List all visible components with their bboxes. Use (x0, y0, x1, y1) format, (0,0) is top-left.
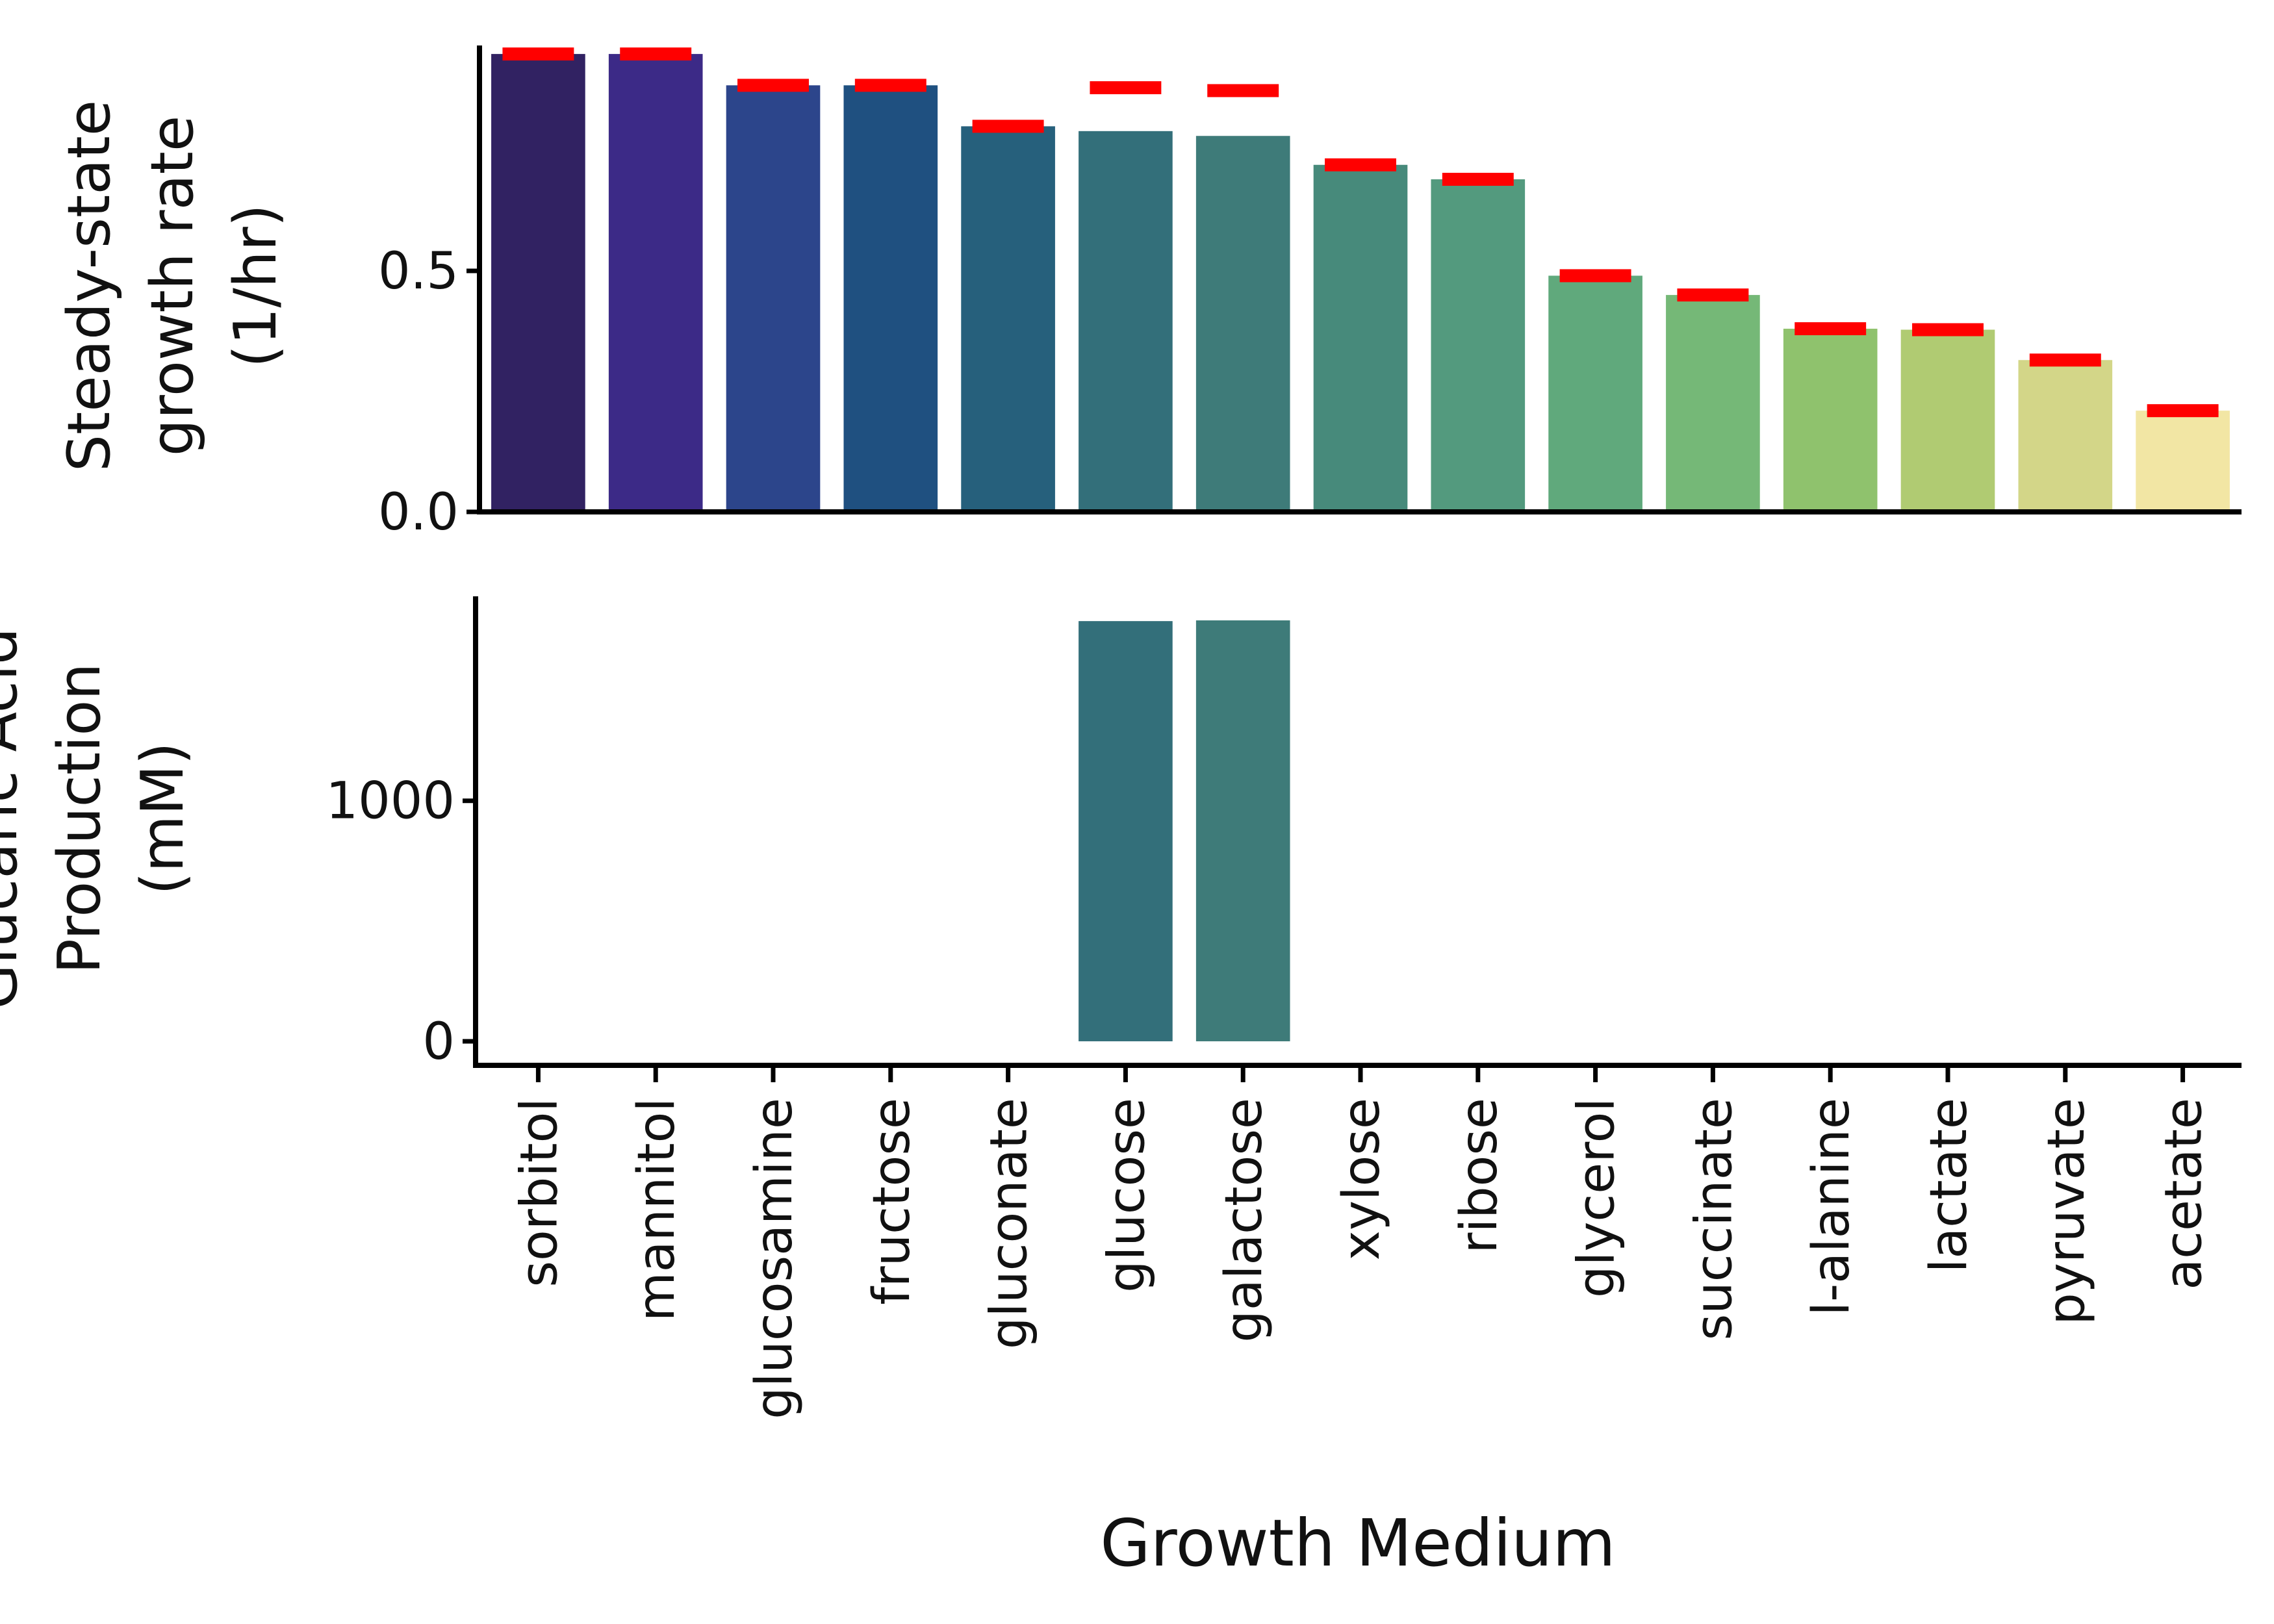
growth-rate-bar-succinate (1666, 295, 1760, 512)
growth-rate-bar-ribose (1431, 179, 1526, 512)
x-axis: sorbitol mannitol glucosamine fructose gluco… (510, 1068, 2214, 1419)
growth-rate-marker-lactate (1912, 323, 1984, 336)
glucaric-acid-y-axis-label: Glucaric Acid (0, 628, 31, 1009)
x-tick-label-gluconate: gluconate (980, 1098, 1039, 1349)
growth-rate-marker-glucose (1090, 81, 1162, 95)
growth-rate-marker-gluconate (972, 120, 1044, 133)
growth-rate-marker-mannitol (620, 47, 692, 61)
growth-rate-bar-acetate (2136, 411, 2230, 512)
growth-rate-bar-sorbitol (491, 54, 585, 513)
glucaric-acid-y-axis-label: (mM) (129, 742, 197, 895)
growth-rate-marker-acetate (2147, 404, 2219, 418)
x-tick-label-pyruvate: pyruvate (2038, 1098, 2096, 1325)
growth-rate-bar-gluconate (961, 126, 1055, 512)
growth-rate-y-axis-label: Steady-state (55, 100, 123, 472)
x-tick-label-galactose: galactose (1215, 1098, 1273, 1343)
x-tick-label-ribose: ribose (1450, 1098, 1509, 1254)
growth-rate-marker-fructose (854, 79, 926, 92)
x-tick-label-lactate: lactate (1920, 1098, 1978, 1273)
growth-rate-bar-xylose (1313, 164, 1408, 512)
growth-rate-marker-l-alanine (1795, 322, 1867, 336)
glucaric-acid-y-tick-label: 0 (422, 1013, 455, 1071)
growth-rate-y-axis-label: (1/hr) (222, 204, 290, 368)
x-tick-label-fructose: fructose (863, 1098, 921, 1305)
growth-rate-marker-xylose (1325, 158, 1396, 171)
glucaric-acid-bar-galactose (1195, 620, 1290, 1041)
growth-rate-bar-glucosamine (726, 85, 821, 512)
growth-rate-bar-lactate (1900, 329, 1995, 512)
x-tick-label-xylose: xylose (1333, 1098, 1391, 1260)
growth-rate-marker-glucosamine (737, 79, 809, 92)
growth-rate-bar-pyruvate (2018, 360, 2113, 512)
growth-rate-marker-galactose (1207, 84, 1279, 97)
x-tick-label-l-alanine: l-alanine (1802, 1098, 1861, 1316)
x-tick-label-glycerol: glycerol (1568, 1098, 1626, 1298)
glucaric-acid-bar-glucose (1079, 621, 1173, 1041)
x-tick-label-acetate: acetate (2155, 1098, 2214, 1290)
growth-rate-marker-ribose (1442, 173, 1514, 186)
growth-rate-panel: 0.0 0.5 Steady-state growth rate (1/hr) (55, 45, 2242, 542)
growth-rate-marker-pyruvate (2029, 353, 2101, 367)
x-tick-label-glucose: glucose (1097, 1098, 1156, 1293)
growth-rate-marker-glycerol (1559, 269, 1631, 283)
x-tick-label-glucosamine: glucosamine (745, 1098, 804, 1419)
x-axis-label: Growth Medium (1100, 1505, 1616, 1581)
growth-rate-bar-mannitol (608, 54, 703, 513)
growth-rate-bar-fructose (843, 85, 938, 512)
x-tick-label-succinate: succinate (1685, 1098, 1743, 1340)
growth-rate-marker-sorbitol (502, 47, 574, 61)
growth-rate-y-tick-label: 0.5 (378, 242, 459, 301)
glucaric-acid-panel: 0 1000 Glucaric Acid Production (mM) (0, 596, 2242, 1071)
growth-rate-bar-glycerol (1548, 275, 1642, 512)
growth-rate-bar-galactose (1195, 136, 1290, 513)
growth-rate-y-axis-label: growth rate (138, 116, 207, 457)
growth-rate-bar-glucose (1079, 131, 1173, 512)
growth-rate-marker-succinate (1677, 288, 1749, 302)
glucaric-acid-y-tick-label: 1000 (326, 772, 455, 831)
glucaric-acid-y-axis-label: Production (45, 663, 114, 974)
growth-rate-y-tick-label: 0.0 (378, 483, 459, 542)
x-tick-label-mannitol: mannitol (628, 1098, 686, 1321)
growth-rate-bar-l-alanine (1783, 329, 1878, 512)
x-tick-label-sorbitol: sorbitol (510, 1098, 568, 1288)
